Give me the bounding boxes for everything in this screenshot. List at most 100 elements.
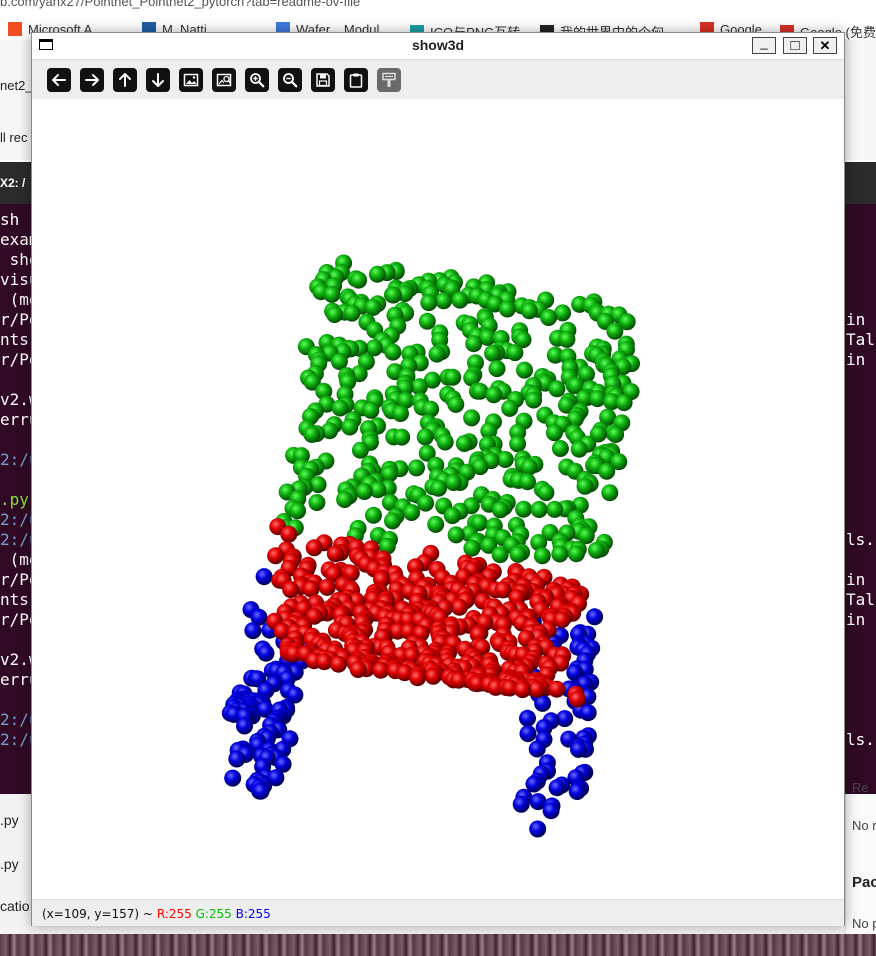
backrest-point [355, 483, 373, 500]
backrest-point [566, 410, 584, 428]
right-panel-label: No r [852, 818, 876, 833]
backrest-point [315, 382, 333, 400]
terminal-line-right: in [846, 350, 866, 369]
backrest-point [618, 313, 636, 331]
backrest-point [589, 390, 606, 408]
copy-clipboard-button[interactable] [344, 68, 368, 92]
file-list-item[interactable]: .py [0, 856, 19, 872]
backrest-point [393, 428, 411, 446]
right-panel-label: Pac [852, 874, 876, 891]
backrest-point [341, 418, 359, 436]
pan-down-button[interactable] [146, 68, 170, 92]
seat-point [568, 690, 586, 708]
titlebar[interactable]: show3d _ □ ✕ [32, 33, 844, 60]
backrest-point [463, 539, 481, 557]
bookmark-favicon-icon [8, 22, 22, 36]
backrest-point [308, 494, 326, 511]
pan-left-button[interactable] [47, 68, 71, 92]
minimize-icon: _ [760, 35, 768, 50]
maximize-button[interactable]: □ [783, 37, 807, 54]
save-icon [316, 73, 330, 87]
backrest-point [380, 465, 398, 483]
backrest-point [525, 391, 543, 409]
save-button[interactable] [311, 68, 335, 92]
window-icon[interactable] [39, 39, 53, 50]
pan-right-button[interactable] [80, 68, 104, 92]
backrest-point [430, 479, 447, 497]
status-bar: (x=109, y=157) ~ R:255 G:255 B:255 [32, 899, 844, 926]
backrest-point [537, 484, 555, 502]
backrest-point [336, 491, 354, 508]
zoom-in-button[interactable] [245, 68, 269, 92]
point-cloud-chair [221, 254, 640, 838]
backrest-point [545, 424, 563, 442]
terminal-line: 2:/u [0, 530, 39, 549]
file-list-item[interactable]: .py [0, 812, 19, 828]
page-tab-text: net2_ [0, 78, 33, 93]
backrest-point [515, 500, 533, 518]
minimize-button[interactable]: _ [752, 35, 776, 54]
backrest-point [408, 459, 425, 477]
backrest-point [478, 328, 496, 346]
pan-up-button[interactable] [113, 68, 137, 92]
backrest-point [350, 271, 368, 289]
terminal-line: r/Po [0, 610, 39, 629]
file-list-item[interactable]: catio [0, 898, 30, 914]
backrest-point [520, 302, 538, 320]
leg-point [286, 686, 304, 704]
zoom-fit-button[interactable] [179, 68, 203, 92]
backrest-point [331, 399, 349, 417]
arrow-up-icon [119, 73, 131, 87]
backrest-point [423, 371, 441, 389]
page-sub-text: ll rec [0, 130, 28, 145]
backrest-point [570, 440, 588, 458]
backrest-point [410, 378, 428, 396]
backrest-point [601, 484, 619, 502]
backrest-point [501, 399, 519, 417]
backrest-point [615, 394, 633, 412]
terminal-line: .py [0, 490, 29, 509]
terminal-title: X2: / [0, 176, 26, 190]
backrest-point [321, 422, 339, 440]
seat-point [409, 669, 427, 687]
backrest-point [551, 440, 569, 457]
leg-point [528, 740, 546, 758]
zoom-original-button[interactable] [212, 68, 236, 92]
zoom-out-icon [283, 73, 298, 88]
backrest-point [463, 409, 481, 427]
terminal-line: nts( [0, 590, 39, 609]
terminal-line-right: ls. [846, 530, 875, 549]
leg-point [255, 568, 273, 586]
terminal-line: 2:/u [0, 510, 39, 529]
leg-point [556, 710, 574, 728]
seat-point [305, 539, 323, 557]
seat-point [548, 680, 566, 698]
backrest-point [530, 534, 548, 551]
backrest-point [416, 428, 434, 446]
backrest-point [289, 502, 307, 520]
zoom-out-button[interactable] [278, 68, 302, 92]
seat-point [451, 598, 468, 616]
terminal-line: 2:/u [0, 450, 39, 469]
backrest-point [533, 547, 551, 565]
backrest-point [606, 322, 624, 340]
terminal-line-right: Tals [846, 330, 876, 349]
terminal-line: erru [0, 410, 39, 429]
properties-button[interactable] [377, 68, 401, 92]
terminal-line: nts( [0, 330, 39, 349]
backrest-point [368, 265, 386, 283]
terminal-line: erru [0, 670, 39, 689]
leg-point [568, 783, 586, 800]
close-button[interactable]: ✕ [813, 37, 837, 54]
leg-point [256, 700, 274, 718]
seat-point [450, 671, 468, 689]
terminal-line: r/Po [0, 570, 39, 589]
seat-point [326, 545, 344, 563]
terminal-line: sh [0, 210, 20, 229]
seat-point [273, 622, 291, 640]
point-cloud-canvas[interactable] [38, 99, 838, 899]
backrest-point [364, 298, 382, 316]
leg-point [267, 769, 285, 787]
backrest-point [303, 373, 321, 391]
terminal-line: r/Po [0, 310, 39, 329]
